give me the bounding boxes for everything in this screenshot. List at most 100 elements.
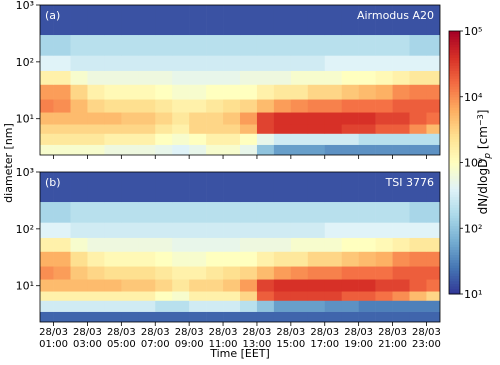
cell bbox=[138, 144, 156, 155]
cell bbox=[273, 222, 292, 238]
cell bbox=[273, 133, 292, 145]
x-axis-label: Time [EET] bbox=[209, 347, 270, 360]
cell bbox=[426, 133, 440, 145]
cell bbox=[426, 34, 440, 56]
x-tick-label-line: 11:00 bbox=[209, 339, 238, 350]
cell bbox=[70, 144, 88, 155]
cell bbox=[256, 5, 275, 36]
y-tick-label: 10³ bbox=[16, 0, 34, 12]
cell bbox=[392, 70, 410, 85]
cell bbox=[206, 5, 224, 36]
cell bbox=[392, 112, 410, 125]
cell bbox=[53, 70, 71, 85]
cell bbox=[223, 84, 241, 100]
x-tick-label-line: 21:00 bbox=[378, 339, 407, 350]
cell bbox=[40, 222, 54, 238]
cell bbox=[155, 237, 173, 252]
cell bbox=[223, 291, 241, 301]
colorbar-step bbox=[449, 151, 460, 156]
colorbar-step bbox=[449, 194, 460, 198]
cell bbox=[138, 300, 156, 312]
colorbar-step bbox=[449, 288, 460, 292]
colorbar-step bbox=[449, 207, 460, 211]
colorbar-step bbox=[449, 65, 460, 69]
cell bbox=[70, 70, 88, 85]
cell bbox=[409, 84, 427, 100]
cell bbox=[121, 84, 139, 100]
colorbar-label-part: ] bbox=[476, 110, 490, 115]
cell bbox=[87, 172, 105, 203]
x-tick-label: 28/03 13:00 bbox=[243, 327, 272, 350]
cell bbox=[223, 237, 241, 252]
cell bbox=[223, 144, 241, 155]
colorbar-step bbox=[449, 175, 460, 179]
colorbar-step bbox=[449, 228, 460, 232]
x-tick-label: 28/03 09:00 bbox=[175, 327, 204, 350]
cell bbox=[290, 201, 309, 223]
cell bbox=[155, 112, 173, 125]
cell bbox=[426, 201, 440, 223]
colorbar-step bbox=[449, 236, 460, 240]
cell bbox=[87, 112, 105, 125]
colorbar-step bbox=[449, 117, 460, 121]
colorbar-step bbox=[449, 272, 460, 277]
cell bbox=[307, 251, 326, 267]
colorbar-step bbox=[449, 78, 460, 82]
colorbar-step bbox=[449, 173, 460, 177]
colorbar-step bbox=[449, 186, 460, 190]
cell bbox=[409, 133, 427, 145]
colorbar-step bbox=[449, 201, 460, 206]
cell bbox=[273, 112, 292, 125]
cell bbox=[273, 124, 292, 134]
colorbar-step bbox=[449, 162, 460, 166]
cell bbox=[53, 112, 71, 125]
cell bbox=[341, 133, 359, 145]
cell bbox=[87, 84, 105, 100]
cell bbox=[426, 55, 440, 71]
colorbar-tick-label: 10³ bbox=[464, 157, 482, 170]
cell bbox=[53, 311, 71, 322]
cell bbox=[256, 311, 275, 322]
cell bbox=[307, 311, 326, 322]
cell bbox=[375, 300, 393, 312]
cell bbox=[87, 266, 105, 280]
cell bbox=[256, 300, 275, 312]
cell bbox=[392, 237, 410, 252]
cell bbox=[155, 34, 173, 56]
cell bbox=[290, 112, 309, 125]
colorbar-step bbox=[449, 254, 460, 258]
cell bbox=[40, 311, 54, 322]
cell bbox=[104, 124, 122, 134]
cell bbox=[256, 133, 275, 145]
cell bbox=[392, 172, 410, 203]
cell bbox=[53, 144, 71, 155]
cell bbox=[290, 144, 309, 155]
colorbar-step bbox=[449, 80, 460, 85]
cell bbox=[324, 112, 342, 125]
cell bbox=[375, 144, 393, 155]
cell bbox=[172, 201, 190, 223]
colorbar-step bbox=[449, 75, 460, 79]
cell bbox=[40, 279, 54, 292]
cell bbox=[307, 279, 326, 292]
cell bbox=[409, 266, 427, 280]
cell bbox=[409, 70, 427, 85]
x-tick-label-line: 19:00 bbox=[344, 339, 373, 350]
cell bbox=[121, 237, 139, 252]
cell bbox=[409, 291, 427, 301]
cell bbox=[155, 279, 173, 292]
cell bbox=[189, 237, 207, 252]
x-tick-label-line: 28/03 bbox=[378, 327, 407, 338]
cell bbox=[172, 144, 190, 155]
cell bbox=[426, 237, 440, 252]
x-tick-label-line: 28/03 bbox=[209, 327, 238, 338]
cell bbox=[223, 55, 241, 71]
cell bbox=[273, 5, 292, 36]
cell bbox=[121, 291, 139, 301]
cell bbox=[307, 34, 326, 56]
cell bbox=[53, 124, 71, 134]
cell bbox=[70, 222, 88, 238]
cell bbox=[256, 251, 275, 267]
cell bbox=[341, 279, 359, 292]
x-tick-label-line: 28/03 bbox=[276, 327, 305, 338]
